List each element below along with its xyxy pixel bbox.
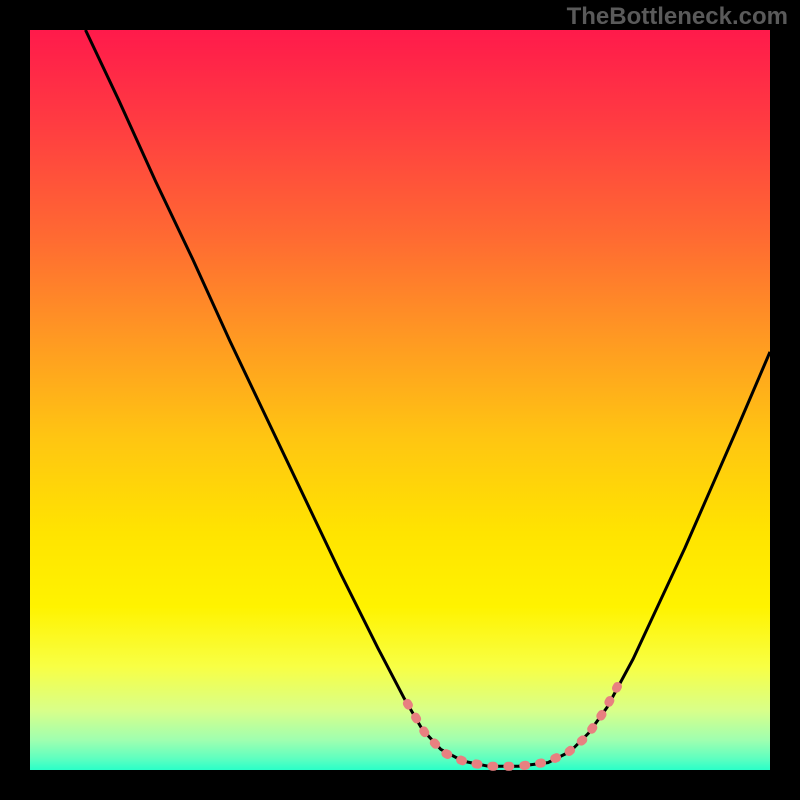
plot-area [30, 30, 770, 770]
plot-svg [30, 30, 770, 770]
watermark-text: TheBottleneck.com [567, 3, 788, 31]
gradient-background [30, 30, 770, 770]
chart-frame: TheBottleneck.com [0, 0, 800, 800]
